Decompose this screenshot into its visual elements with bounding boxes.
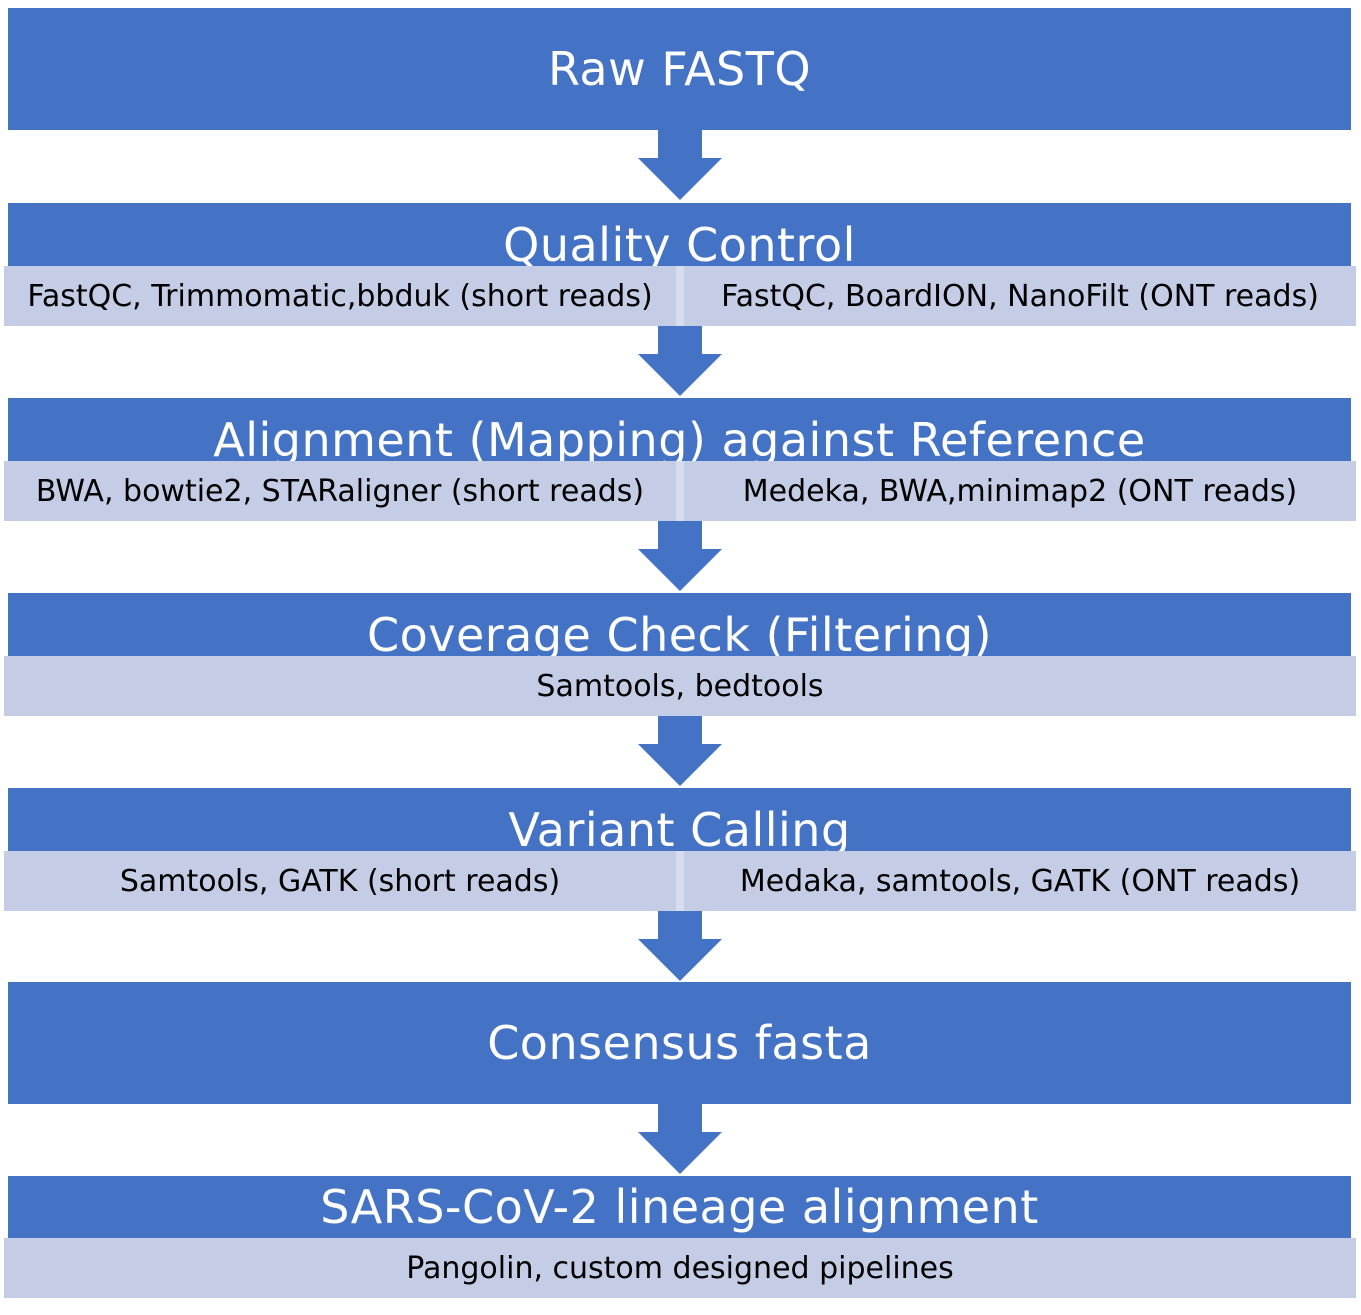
tool-short-reads: Samtools, GATK (short reads) xyxy=(4,851,676,911)
arrow-down-icon xyxy=(638,130,722,200)
step-quality-control: Quality Control xyxy=(8,203,1351,269)
tools-row: Samtools, bedtools xyxy=(4,656,1356,716)
tools-row: BWA, bowtie2, STARaligner (short reads) … xyxy=(4,461,1356,521)
tool-ont-reads: Medaka, samtools, GATK (ONT reads) xyxy=(676,851,1356,911)
step-title: Alignment (Mapping) against Reference xyxy=(213,413,1146,464)
tool-all: Samtools, bedtools xyxy=(4,656,1356,716)
tool-ont-reads: Medeka, BWA,minimap2 (ONT reads) xyxy=(676,461,1356,521)
tools-row: FastQC, Trimmomatic,bbduk (short reads) … xyxy=(4,266,1356,326)
tools-row: Pangolin, custom designed pipelines xyxy=(4,1238,1356,1298)
step-title: SARS-CoV-2 lineage alignment xyxy=(320,1180,1039,1234)
tools-row: Samtools, GATK (short reads) Medaka, sam… xyxy=(4,851,1356,911)
arrow-down-icon xyxy=(638,521,722,591)
step-title: Raw FASTQ xyxy=(547,42,812,96)
tool-ont-reads: FastQC, BoardION, NanoFilt (ONT reads) xyxy=(676,266,1356,326)
arrow-down-icon xyxy=(638,1104,722,1174)
arrow-down-icon xyxy=(638,911,722,981)
arrow-down-icon xyxy=(638,716,722,786)
step-variant-calling: Variant Calling xyxy=(8,788,1351,854)
step-title: Consensus fasta xyxy=(487,1016,872,1070)
step-title: Variant Calling xyxy=(508,803,851,854)
step-coverage-check: Coverage Check (Filtering) xyxy=(8,593,1351,659)
step-consensus-fasta: Consensus fasta xyxy=(8,982,1351,1104)
step-alignment: Alignment (Mapping) against Reference xyxy=(8,398,1351,464)
step-lineage-alignment: SARS-CoV-2 lineage alignment xyxy=(8,1176,1351,1242)
tool-short-reads: BWA, bowtie2, STARaligner (short reads) xyxy=(4,461,676,521)
step-raw-fastq: Raw FASTQ xyxy=(8,8,1351,130)
tool-all: Pangolin, custom designed pipelines xyxy=(4,1238,1356,1298)
step-title: Quality Control xyxy=(503,218,856,269)
arrow-down-icon xyxy=(638,326,722,396)
step-title: Coverage Check (Filtering) xyxy=(366,608,993,659)
tool-short-reads: FastQC, Trimmomatic,bbduk (short reads) xyxy=(4,266,676,326)
